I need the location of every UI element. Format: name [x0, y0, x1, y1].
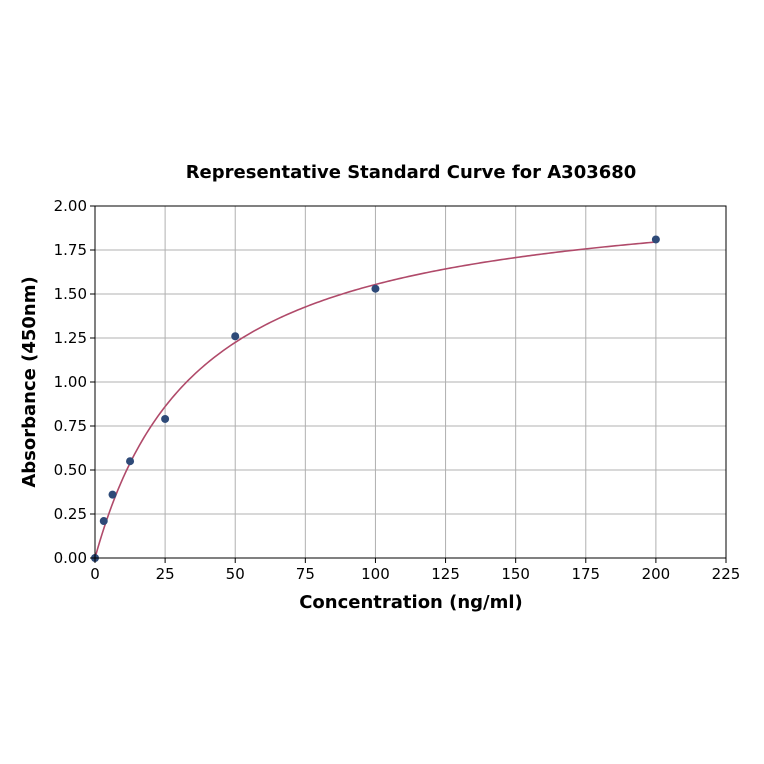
- x-tick-label: 125: [431, 565, 460, 583]
- y-tick-label: 0.75: [54, 417, 87, 435]
- y-axis-ticks: 0.00 0.25 0.50 0.75 1.00 1.25 1.50 1.75 2.00: [54, 197, 95, 567]
- data-point: [126, 457, 135, 466]
- y-axis-label: Absorbance (450nm): [19, 276, 40, 487]
- y-tick-label: 2.00: [54, 197, 87, 215]
- y-tick-label: 0.50: [54, 461, 87, 479]
- y-tick-label: 1.00: [54, 373, 87, 391]
- x-tick-label: 75: [296, 565, 315, 583]
- x-tick-label: 0: [90, 565, 100, 583]
- fit-curve-layer: [94, 241, 656, 559]
- x-axis-label: Concentration (ng/ml): [299, 592, 523, 613]
- x-axis-ticks: 0 25 50 75 100 125 150 175 200 225: [90, 558, 740, 583]
- data-point: [99, 517, 108, 526]
- x-tick-label: 100: [361, 565, 390, 583]
- y-tick-label: 1.25: [54, 329, 87, 347]
- y-tick-label: 1.50: [54, 285, 87, 303]
- data-point: [161, 414, 170, 423]
- data-point: [231, 332, 240, 341]
- data-point: [108, 490, 117, 499]
- x-tick-label: 50: [226, 565, 245, 583]
- x-tick-label: 200: [642, 565, 671, 583]
- data-point: [371, 284, 380, 293]
- y-tick-label: 0.00: [54, 549, 87, 567]
- x-tick-label: 25: [156, 565, 175, 583]
- y-tick-label: 0.25: [54, 505, 87, 523]
- x-tick-label: 225: [712, 565, 741, 583]
- x-tick-label: 175: [571, 565, 600, 583]
- grid-lines: [94, 205, 727, 559]
- data-point: [651, 235, 660, 244]
- chart-title: Representative Standard Curve for A30368…: [186, 162, 637, 183]
- y-tick-label: 1.75: [54, 241, 87, 259]
- fit-curve: [94, 241, 656, 559]
- x-tick-label: 150: [501, 565, 530, 583]
